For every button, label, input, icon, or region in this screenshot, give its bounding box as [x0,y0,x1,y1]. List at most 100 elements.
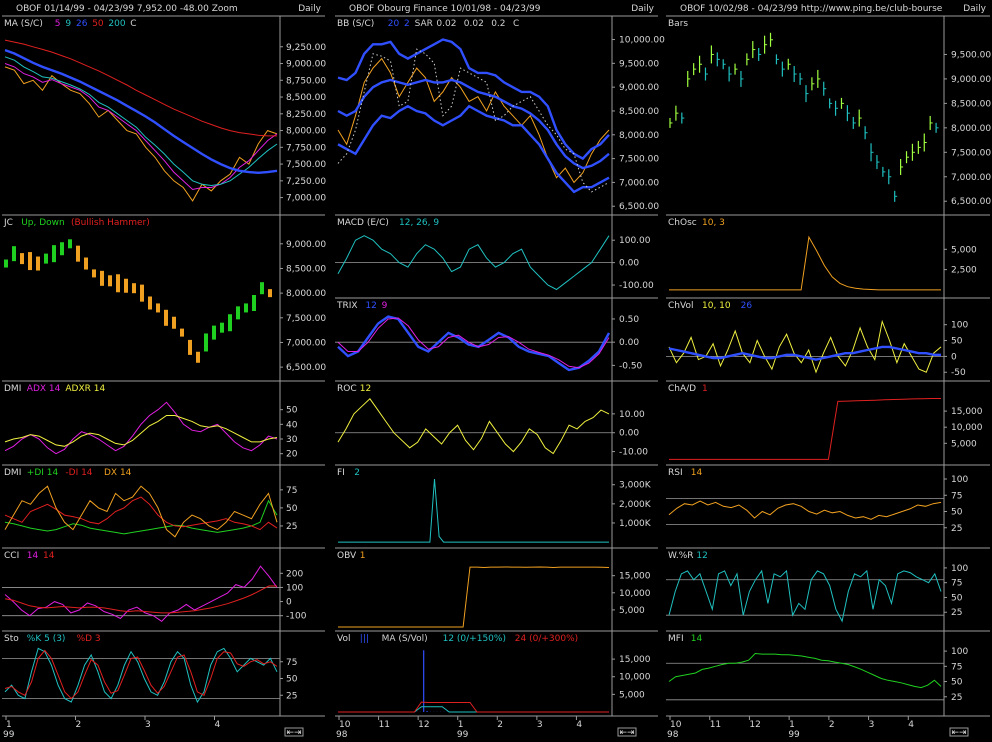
candlestick [36,256,40,271]
y-tick-label: 25 [286,522,297,532]
panel-vol: Vol ||| MA (S/Vol) 12 (0/+150%) 24 (0/+300%)… [335,634,658,717]
panel-dmi1: DMI ADX 14 ADXR 14 50 40 30 20 [2,384,325,466]
scroll-button[interactable]: ⇤⇥ [949,727,969,738]
panel-bars: Bars 9,500.00 9,000.00 8,500.00 8,000.00 7,50… [666,19,991,216]
candlestick [196,351,200,363]
candlestick [28,252,32,271]
y-tick-label: 8,500.00 [951,99,991,109]
y-tick-label: 15,000 [619,572,651,582]
candlestick [252,295,256,311]
panel-title: ChVol [668,301,693,311]
legend-entry: 1 [702,384,708,394]
y-tick-label: 8,500.00 [619,107,659,117]
legend-entry: 0.2 [491,19,505,29]
y-tick-label: 50 [286,406,298,416]
legend-entry: 9 [382,301,388,311]
y-tick-label: -10.00 [619,448,648,458]
panel-title: TRIX [336,301,358,311]
y-tick-label: 50 [286,504,298,514]
y-tick-label: 9,500.00 [619,59,659,69]
series-line [337,48,610,193]
y-tick-label: 15,000 [951,407,983,417]
candlestick [180,328,184,337]
panel-dmi2: DMI +DI 14 -DI 14 DX 14 75 50 25 [2,468,325,549]
scroll-button-frame [284,727,304,737]
y-tick-label: 10,000 [619,673,651,683]
x-tick-label: 1 [458,720,464,730]
y-tick-label: 6,500.00 [286,363,326,373]
y-tick-label: 3,000K [619,481,652,491]
candlestick [204,333,208,352]
legend-entry: ||| [360,634,369,644]
scroll-arrows-icon: ⇤⇥ [619,728,634,738]
y-tick-label: 100 [951,647,968,657]
y-tick-label: 10,000 [619,589,651,599]
y-tick-label: 10,000 [951,423,983,433]
series-line [4,63,278,191]
candlestick [44,253,48,264]
x-tick-label: 12 [749,720,760,730]
series-line [338,701,609,713]
y-tick-label: 100.00 [619,236,651,246]
y-tick-label: 9,250.00 [286,43,326,53]
y-tick-label: 2,000K [619,500,652,510]
column-header-title: OBOF 01/14/99 - 04/23/99 7,952.00 -48.00… [16,4,238,14]
series-line [338,478,609,543]
candlestick [164,309,168,326]
y-tick-label: 50 [286,675,298,685]
candlestick [228,314,232,332]
panel-sto: Sto %K 5 (3) %D 3 75 50 25 [2,634,325,717]
panel-title: ChOsc [668,218,697,228]
y-tick-label: 25 [951,693,962,703]
y-tick-label: 9,000.00 [951,75,991,85]
candlestick [236,306,240,320]
candlestick [132,283,136,294]
legend-entry: SAR [415,19,433,29]
y-tick-label: 25 [951,524,962,534]
panel-bb: BB (S/C) 20 2 SAR 0.02 0.02 0.2 C10,000.009,500… [335,19,665,216]
legend-entry: 0.02 [436,19,456,29]
x-year-label: 98 [336,730,348,738]
y-tick-label: 7,000.00 [619,178,659,188]
candlestick [4,259,8,268]
y-tick-label: 100 [951,321,968,331]
y-tick-label: 50 [951,678,963,688]
series-line [4,48,278,175]
column-header-1: OBOF 01/14/99 - 04/23/99 7,952.00 -48.00… [2,4,325,17]
legend-entry: %K 5 (3) [27,634,66,644]
scroll-button[interactable]: ⇤⇥ [617,727,637,738]
panel-roc: ROC 12 10.00 0.00 -10.00 [335,384,658,466]
y-tick-label: 9,000.00 [286,60,326,70]
candlestick [68,239,72,249]
series-line [669,398,941,460]
y-tick-label: -100 [286,612,307,622]
panel-chvol: ChVol 10, 10 26 100 50 0 -50 [666,301,990,382]
series-line [668,569,942,623]
y-tick-label: 7,500.00 [951,148,991,158]
x-tick-label: 4 [576,720,582,730]
x-tick-label: 10 [339,720,351,730]
candlestick [212,325,216,340]
legend-entry: MA (S/Vol) [382,634,428,644]
legend-entry: 50 [92,19,104,29]
series-line [4,565,278,622]
series-line [337,78,610,170]
y-tick-label: 9,500.00 [951,50,991,60]
column-header-title: OBOF 10/02/98 - 04/23/99 http://www.ping… [680,4,943,14]
y-tick-label: 5,000 [951,439,977,449]
legend-entry: ADX 14 [27,384,61,394]
series-line [668,652,942,689]
y-tick-label: 6,500.00 [619,202,659,212]
panel-title: Bars [668,19,688,29]
y-tick-label: 8,750.00 [286,76,326,86]
legend-entry: ADXR 14 [65,384,105,394]
series-line [668,319,942,374]
series-line [669,235,941,291]
panel-title: DMI [4,468,21,478]
legend-entry: 10, 3 [702,218,725,228]
legend-entry: %D 3 [77,634,101,644]
x-tick-label: 10 [670,720,682,730]
y-tick-label: 5,000 [619,690,645,700]
panel-fi: FI 2 3,000K 2,000K 1,000K [335,468,658,549]
scroll-button[interactable]: ⇤⇥ [284,727,304,738]
